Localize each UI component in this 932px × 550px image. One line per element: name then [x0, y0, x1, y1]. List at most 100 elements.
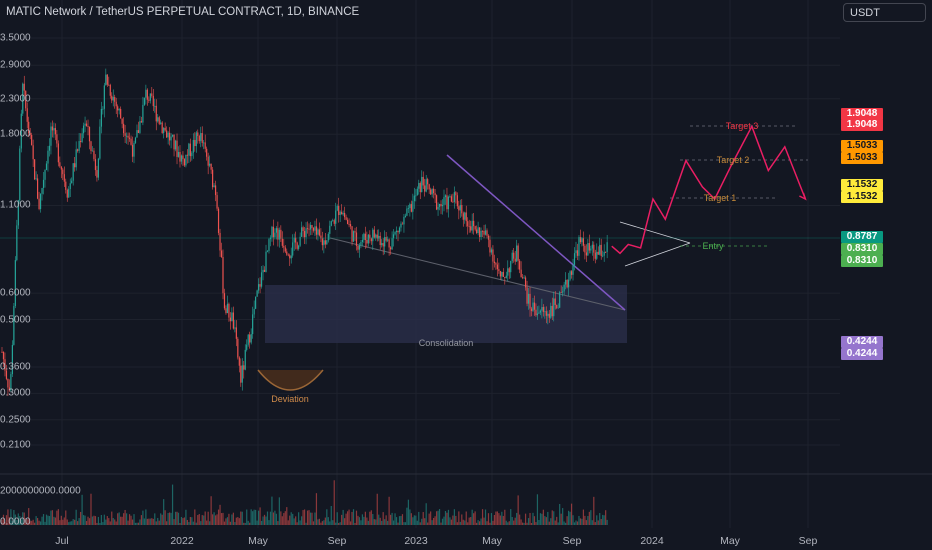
candle-body	[164, 127, 166, 131]
volume-bar	[296, 522, 298, 525]
x-tick-label: Sep	[562, 535, 582, 547]
candle-body	[19, 148, 21, 201]
candle-body	[189, 143, 191, 157]
candle-body	[520, 269, 522, 278]
candle-body	[309, 225, 312, 230]
candle-body	[357, 245, 359, 250]
candle-body	[333, 220, 335, 224]
volume-bar	[71, 521, 73, 525]
volume-bar	[88, 518, 91, 525]
volume-bar	[139, 519, 141, 525]
volume-bar	[163, 499, 165, 525]
candle-body	[260, 272, 263, 287]
candle-body	[513, 252, 515, 259]
x-tick-label: May	[248, 535, 268, 547]
candle-body	[600, 244, 602, 256]
candle-body	[31, 134, 33, 146]
candle-body	[354, 231, 356, 233]
candle-body	[125, 135, 128, 137]
volume-bar	[74, 519, 76, 525]
candle-body	[443, 197, 445, 205]
volume-bar	[283, 513, 285, 525]
candle-body	[373, 229, 375, 238]
volume-bar	[117, 513, 119, 525]
candle-body	[576, 250, 579, 256]
candle-body	[45, 163, 48, 170]
candle-body	[81, 133, 83, 142]
candle-body	[505, 275, 507, 278]
candle-body	[244, 349, 246, 370]
volume-bar	[486, 521, 488, 525]
candle-body	[102, 108, 104, 110]
candle-body	[302, 227, 304, 232]
volume-bar	[404, 522, 407, 525]
volume-bar	[16, 519, 18, 525]
candle-body	[584, 245, 586, 253]
candle-body	[344, 212, 346, 218]
candle-body	[63, 174, 65, 182]
volume-bar	[268, 520, 270, 525]
candle-body	[160, 122, 162, 124]
candle-body	[542, 307, 544, 312]
candle-body	[329, 225, 331, 234]
candle-body	[154, 105, 156, 107]
candle-body	[428, 184, 430, 190]
candle-body	[62, 169, 64, 175]
candle-body	[93, 150, 95, 160]
candle-body	[397, 230, 399, 233]
volume-bar	[308, 510, 310, 525]
volume-bar	[412, 517, 414, 525]
volume-bar	[418, 511, 420, 525]
candle-body	[219, 232, 221, 251]
candle-body	[56, 134, 58, 144]
candle-body	[471, 220, 473, 231]
volume-bar	[434, 516, 436, 525]
volume-bar	[265, 516, 267, 525]
volume-bar	[541, 513, 543, 525]
volume-bar	[363, 516, 365, 525]
volume-bar	[87, 516, 89, 525]
candle-body	[293, 237, 295, 243]
candle-body	[229, 317, 232, 322]
candle-body	[422, 176, 424, 186]
volume-bar	[262, 516, 264, 525]
candle-body	[69, 183, 71, 189]
candle-body	[382, 243, 384, 247]
volume-bar	[547, 511, 549, 525]
volume-bar	[465, 511, 467, 525]
volume-bar	[596, 515, 598, 525]
volume-bar	[219, 504, 221, 525]
volume-bar	[481, 509, 484, 525]
candle-body	[207, 156, 209, 166]
candle-body	[146, 89, 148, 100]
volume-bar	[427, 522, 429, 525]
candle-body	[106, 74, 108, 85]
x-tick-label: Sep	[798, 535, 818, 547]
entry-label: Entry	[702, 241, 724, 251]
candle-body	[84, 123, 86, 126]
volume-bar	[345, 513, 347, 525]
candle-body	[381, 243, 383, 246]
volume-bar	[68, 522, 70, 525]
volume-bar	[85, 521, 88, 525]
volume-bar	[567, 510, 570, 525]
candle-body	[166, 130, 168, 138]
volume-bar	[216, 514, 218, 525]
volume-bar	[410, 513, 412, 525]
volume-bar	[449, 517, 451, 525]
volume-bar	[511, 517, 513, 525]
currency-selector[interactable]: USDT	[843, 3, 926, 22]
volume-bar	[69, 521, 71, 525]
volume-bar	[253, 509, 255, 525]
candle-body	[444, 195, 447, 198]
volume-bar	[290, 512, 292, 525]
candle-body	[257, 284, 260, 291]
candle-body	[404, 215, 407, 217]
volume-bar	[478, 521, 481, 525]
volume-bar	[63, 517, 65, 525]
volume-bar	[487, 513, 490, 525]
candle-body	[201, 133, 203, 143]
y-tick-label: 1.1000	[0, 199, 31, 211]
volume-bar	[602, 514, 604, 525]
